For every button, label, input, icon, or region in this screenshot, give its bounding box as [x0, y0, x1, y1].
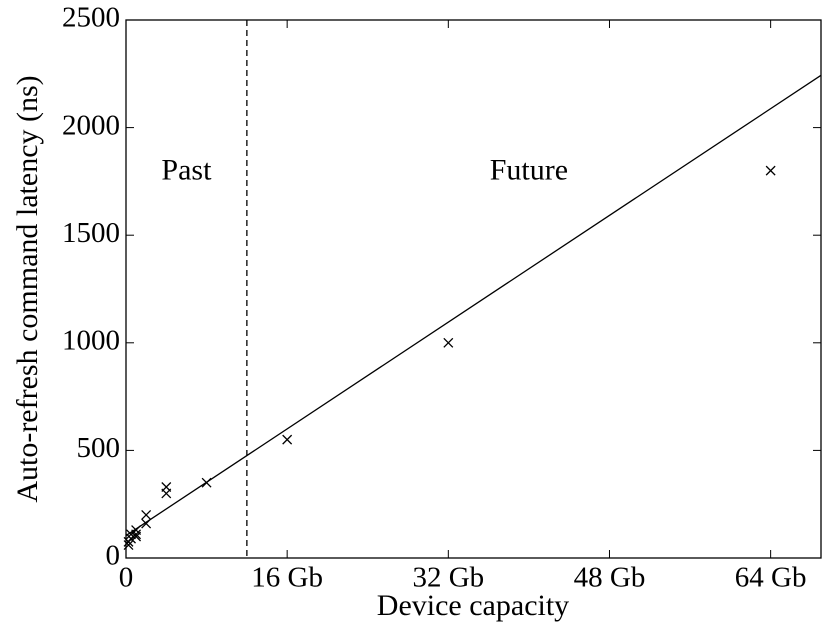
point [443, 337, 454, 348]
y-tick-label: 500 [77, 432, 121, 464]
point [765, 165, 776, 176]
point [282, 434, 293, 445]
annotation: Past [161, 154, 212, 187]
y-tick-label: 0 [106, 540, 121, 572]
x-axis-label: Device capacity [377, 589, 569, 622]
plot-frame [125, 19, 822, 559]
point [141, 518, 152, 529]
x-tick-label: 0 [119, 562, 134, 594]
y-tick-label: 2000 [62, 109, 120, 141]
x-tick-label: 32 Gb [412, 562, 484, 594]
y-tick-label: 2500 [62, 2, 120, 34]
x-tick-label: 16 Gb [251, 562, 323, 594]
y-tick-label: 1000 [62, 324, 120, 356]
x-tick-label: 48 Gb [574, 562, 646, 594]
point [131, 531, 142, 542]
x-tick-label: 64 Gb [735, 562, 807, 594]
fit-line [125, 74, 822, 537]
annotation: Future [490, 154, 568, 187]
point [126, 529, 136, 540]
y-axis-label: Auto-refresh command latency (ns) [11, 75, 44, 502]
y-tick-label: 1500 [62, 217, 120, 249]
point [201, 477, 212, 488]
point [161, 488, 172, 499]
point [141, 510, 152, 520]
